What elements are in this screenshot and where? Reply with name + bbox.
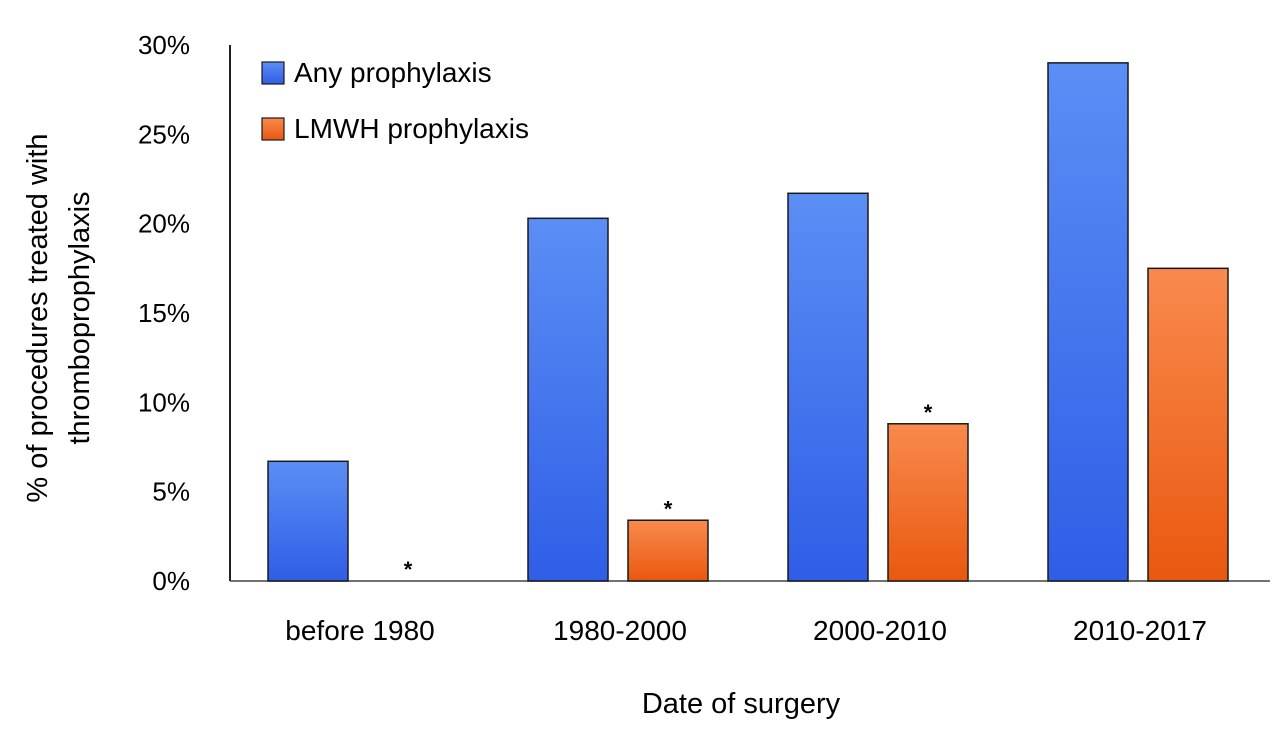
legend-label-any-prophylaxis: Any prophylaxis	[294, 57, 492, 88]
legend: Any prophylaxis LMWH prophylaxis	[261, 57, 529, 144]
x-tick-label: 2000-2010	[813, 615, 947, 646]
legend-swatch-lmwh-prophylaxis	[261, 117, 285, 141]
y-axis-title: % of procedures treated with thromboprop…	[22, 133, 96, 502]
bar-any-prophylaxis-2000-2010	[787, 192, 869, 582]
y-tick-label: 15%	[138, 298, 190, 328]
x-axis-title: Date of surgery	[642, 688, 841, 720]
x-tick-label: 2010-2017	[1073, 615, 1207, 646]
y-tick-label: 25%	[138, 119, 190, 149]
y-axis-title-line-1: % of procedures treated with	[22, 133, 54, 502]
bar-any-prophylaxis-2010-2017	[1047, 62, 1129, 582]
x-tick-label: before 1980	[285, 615, 434, 646]
annotation-asterisk: *	[924, 400, 933, 425]
x-axis-categories: before 1980 1980-2000 2000-2010 2010-2017	[285, 615, 1207, 646]
annotations: * * *	[404, 400, 933, 582]
y-tick-label: 20%	[138, 209, 190, 239]
annotation-asterisk: *	[404, 557, 413, 582]
bar-any-prophylaxis-before-1980	[267, 460, 349, 582]
y-axis-title-line-2: thromboprophylaxis	[64, 191, 96, 444]
y-tick-label: 10%	[138, 387, 190, 417]
bar-any-prophylaxis-1980-2000	[527, 217, 609, 582]
bar-lmwh-prophylaxis-1980-2000	[627, 519, 709, 582]
legend-swatch-any-prophylaxis	[261, 61, 285, 85]
annotation-asterisk: *	[664, 496, 673, 521]
bar-lmwh-prophylaxis-2000-2010	[887, 423, 969, 582]
bar-lmwh-prophylaxis-2010-2017	[1147, 267, 1229, 582]
x-tick-label: 1980-2000	[553, 615, 687, 646]
y-axis-ticks: 0% 5% 10% 15% 20% 25% 30%	[138, 30, 190, 596]
y-tick-label: 5%	[152, 477, 190, 507]
y-tick-label: 30%	[138, 30, 190, 60]
y-tick-label: 0%	[152, 566, 190, 596]
bars	[267, 62, 1229, 582]
legend-label-lmwh-prophylaxis: LMWH prophylaxis	[294, 113, 529, 144]
